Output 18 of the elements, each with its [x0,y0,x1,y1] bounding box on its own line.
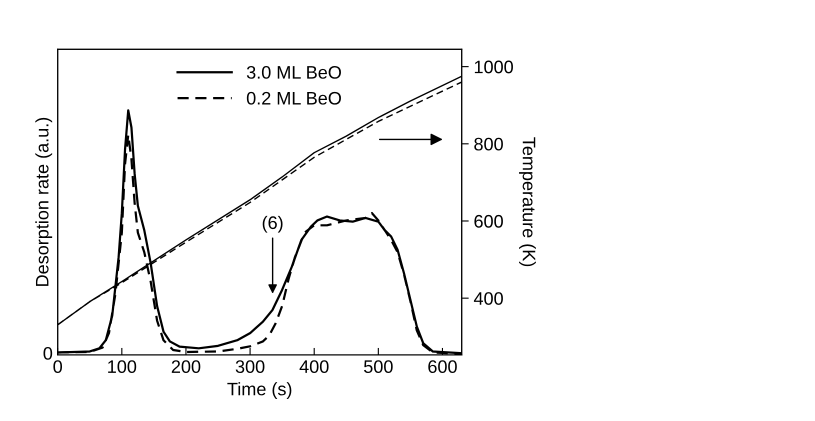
legend-label: 3.0 ML BeO [246,66,341,79]
x-tick-label: 200 [172,360,200,374]
x-tick-label: 300 [236,360,264,374]
y-tick-label: 1000 [474,60,513,74]
x-tick-label: 500 [364,360,393,374]
x-tick-label: 600 [428,360,457,374]
x-tick-label: 400 [300,360,329,374]
legend-label: 0.2 ML BeO [246,92,341,105]
x-tick-label: 0 [53,360,62,374]
y-tick-label: 400 [474,292,503,305]
annotation: (6) [262,216,283,233]
x-axis-title: Time (s) [227,382,292,399]
y-tick-label: 600 [474,214,503,228]
text: 0 [44,346,52,360]
y-axis-title: Temperature (K) [519,137,536,266]
x-tick-label: 100 [108,360,136,374]
y-tick-label: 800 [474,138,503,151]
y-axis-title: Desorption rate (a.u.) [35,118,52,286]
